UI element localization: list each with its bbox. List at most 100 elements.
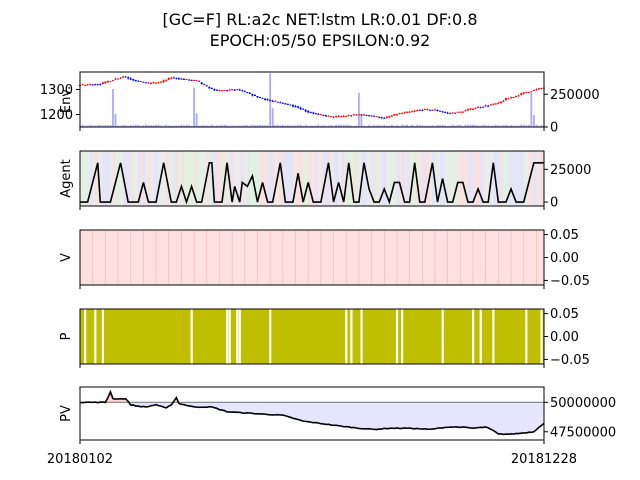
action-band xyxy=(100,151,104,206)
candle-body xyxy=(200,82,203,85)
volume-bar xyxy=(91,125,94,127)
action-band xyxy=(376,151,380,206)
candle-body xyxy=(439,110,442,112)
candle-body xyxy=(215,89,218,91)
volume-bar xyxy=(200,125,203,127)
candle-body xyxy=(208,87,211,89)
action-band xyxy=(232,151,235,206)
action-band xyxy=(338,151,342,206)
candle-body xyxy=(155,82,158,84)
candle-body xyxy=(299,107,302,110)
candle-body xyxy=(497,102,500,104)
action-band xyxy=(82,151,86,206)
action-band xyxy=(363,151,367,206)
action-band xyxy=(450,151,454,206)
volume-bar xyxy=(502,125,505,127)
candle-body xyxy=(510,97,513,99)
volume-bar xyxy=(464,124,467,127)
volume-bar xyxy=(510,125,512,127)
volume-bar xyxy=(213,125,216,127)
action-band xyxy=(135,151,139,206)
volume-bar xyxy=(309,125,312,127)
value-fill xyxy=(80,230,544,285)
action-band xyxy=(318,151,322,206)
candle-body xyxy=(228,89,231,91)
action-band xyxy=(161,151,164,206)
action-band xyxy=(123,151,126,206)
action-band xyxy=(120,151,124,206)
candle-body xyxy=(330,116,333,118)
volume-bar xyxy=(477,125,479,127)
volume-bar xyxy=(86,125,89,127)
x-tick-label-end: 20181228 xyxy=(511,452,577,467)
agent-holding-line xyxy=(80,161,544,205)
volume-bar xyxy=(398,125,401,127)
candle-body xyxy=(527,91,530,93)
volume-bar xyxy=(390,124,393,127)
volume-bar xyxy=(535,124,538,127)
volume-bar xyxy=(251,124,254,127)
volume-bar xyxy=(233,125,236,127)
action-band xyxy=(239,151,243,206)
candle-body xyxy=(484,105,487,107)
y-axis-label: P xyxy=(59,332,74,340)
candle-body xyxy=(251,94,254,96)
action-band xyxy=(244,151,248,206)
volume-bar xyxy=(347,124,350,127)
volume-bar xyxy=(109,124,112,127)
right-y-tick-label: 0.05 xyxy=(550,307,579,322)
volume-bar xyxy=(294,125,297,127)
candle-body xyxy=(380,117,383,119)
volume-bar xyxy=(396,125,398,127)
y-axis-label: Agent xyxy=(59,159,74,197)
candle-body xyxy=(117,78,120,80)
candle-body xyxy=(388,116,391,118)
candle-body xyxy=(99,84,102,86)
action-band xyxy=(128,151,132,206)
volume-bar xyxy=(167,125,170,127)
volume-bar xyxy=(406,124,408,127)
action-band xyxy=(320,151,324,206)
candle-body xyxy=(185,79,188,81)
axes-frame xyxy=(79,386,545,441)
action-band xyxy=(201,151,205,206)
candle-body xyxy=(327,115,330,117)
action-band xyxy=(242,151,246,206)
candle-body xyxy=(520,93,523,95)
candle-body xyxy=(241,90,244,92)
action-band xyxy=(371,151,375,206)
action-band xyxy=(186,151,190,206)
candle-body xyxy=(165,79,168,81)
volume-bar xyxy=(456,125,459,127)
candle-body xyxy=(535,89,538,91)
candle-body xyxy=(274,101,277,103)
action-band xyxy=(209,151,213,206)
volume-bar xyxy=(499,125,502,127)
action-band xyxy=(442,151,446,206)
action-band xyxy=(483,151,486,206)
volume-bar xyxy=(449,125,452,127)
volume-bar xyxy=(352,125,355,127)
volume-bar xyxy=(124,125,127,127)
action-band xyxy=(516,151,519,206)
action-band xyxy=(505,151,509,206)
volume-bar xyxy=(238,125,241,127)
action-band xyxy=(308,151,312,206)
action-band xyxy=(194,151,197,206)
action-band xyxy=(277,151,281,206)
candle-body xyxy=(248,93,251,94)
volume-bar xyxy=(434,125,436,127)
portfolio-value-panel: PV 50000000 47500000 xyxy=(59,386,616,444)
volume-bar xyxy=(317,124,320,127)
action-band xyxy=(500,151,504,206)
action-band xyxy=(457,151,461,206)
candle-body xyxy=(218,90,221,92)
action-band xyxy=(148,151,152,206)
volume-bar xyxy=(487,125,490,127)
right-y-tick-label: 47500000 xyxy=(550,425,616,440)
action-band xyxy=(105,151,109,206)
volume-bar xyxy=(96,124,99,127)
policy-gap xyxy=(226,309,229,364)
volume-bar xyxy=(259,125,261,127)
action-band xyxy=(518,151,522,206)
